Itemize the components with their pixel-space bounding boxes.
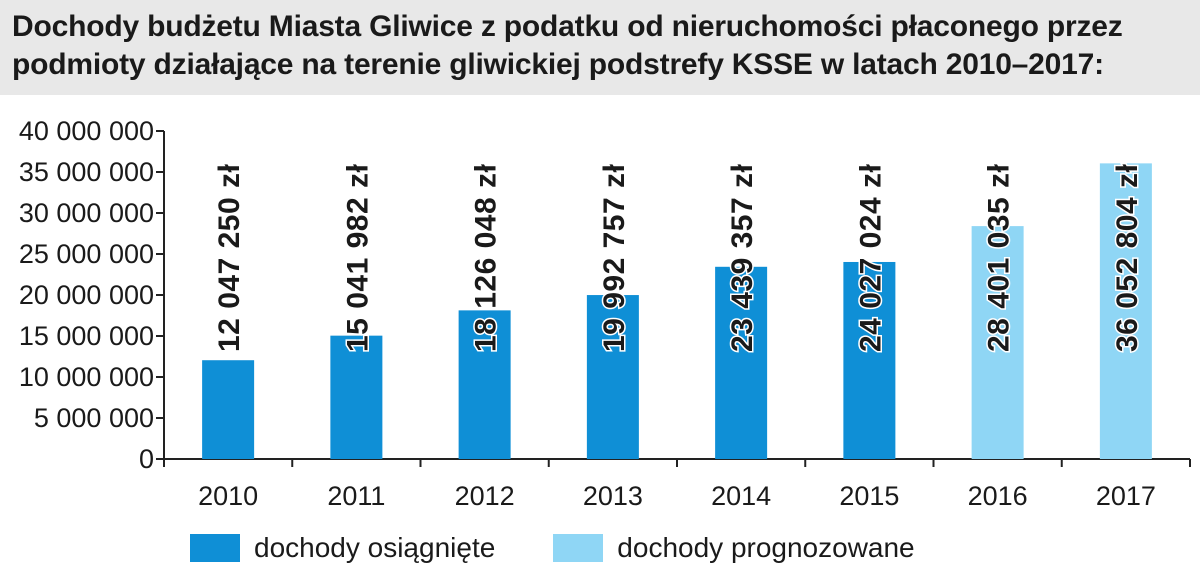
bar-value-label: 19 992 757 zł bbox=[598, 164, 631, 352]
y-tick-label: 25 000 000 bbox=[19, 239, 154, 269]
legend-label-forecast: dochody prognozowane bbox=[617, 532, 915, 563]
x-category-label: 2011 bbox=[327, 481, 385, 511]
x-category-label: 2015 bbox=[839, 481, 899, 511]
bar-value-label: 18 126 048 zł bbox=[470, 164, 503, 352]
y-tick-label: 5 000 000 bbox=[34, 403, 154, 433]
y-tick-label: 40 000 000 bbox=[19, 116, 154, 146]
legend-label-achieved: dochody osiągnięte bbox=[254, 532, 496, 563]
x-category-label: 2010 bbox=[198, 481, 258, 511]
bar-value-label: 15 041 982 zł bbox=[341, 164, 374, 352]
bar bbox=[458, 310, 511, 459]
x-category-label: 2016 bbox=[968, 481, 1028, 511]
x-category-label: 2017 bbox=[1096, 481, 1156, 511]
bar-value-label: 28 401 035 zł bbox=[983, 164, 1016, 352]
legend-item-forecast: dochody prognozowane bbox=[553, 532, 915, 564]
y-tick-label: 10 000 000 bbox=[19, 362, 154, 392]
bar bbox=[1099, 163, 1152, 459]
bar-value-label: 12 047 250 zł bbox=[213, 164, 246, 352]
x-category-label: 2012 bbox=[455, 481, 515, 511]
legend-item-achieved: dochody osiągnięte bbox=[190, 532, 495, 564]
bar bbox=[715, 266, 768, 459]
bar-value-label: 36 052 804 zł bbox=[1111, 164, 1144, 352]
chart-legend: dochody osiągnięte dochody prognozowane bbox=[190, 530, 973, 566]
y-tick-label: 0 bbox=[139, 444, 154, 474]
legend-swatch-forecast bbox=[553, 534, 604, 562]
bar bbox=[586, 295, 639, 459]
y-tick-label: 15 000 000 bbox=[19, 321, 154, 351]
x-category-label: 2014 bbox=[711, 481, 771, 511]
x-category-label: 2013 bbox=[583, 481, 643, 511]
chart-title-line-2: podmioty działające na terenie gliwickie… bbox=[12, 48, 1104, 81]
y-tick-label: 35 000 000 bbox=[19, 157, 154, 187]
y-tick-label: 20 000 000 bbox=[19, 280, 154, 310]
bar bbox=[202, 360, 255, 459]
bar-value-label: 24 027 024 zł bbox=[854, 164, 887, 352]
bar bbox=[843, 261, 896, 459]
chart-title-band: Dochody budżetu Miasta Gliwice z podatku… bbox=[0, 0, 1200, 95]
legend-swatch-achieved bbox=[190, 534, 240, 562]
bar bbox=[330, 335, 383, 459]
chart-title-line-1: Dochody budżetu Miasta Gliwice z podatku… bbox=[12, 10, 1123, 43]
bar bbox=[971, 226, 1024, 459]
bar-value-label: 23 439 357 zł bbox=[726, 164, 759, 352]
y-tick-label: 30 000 000 bbox=[19, 198, 154, 228]
